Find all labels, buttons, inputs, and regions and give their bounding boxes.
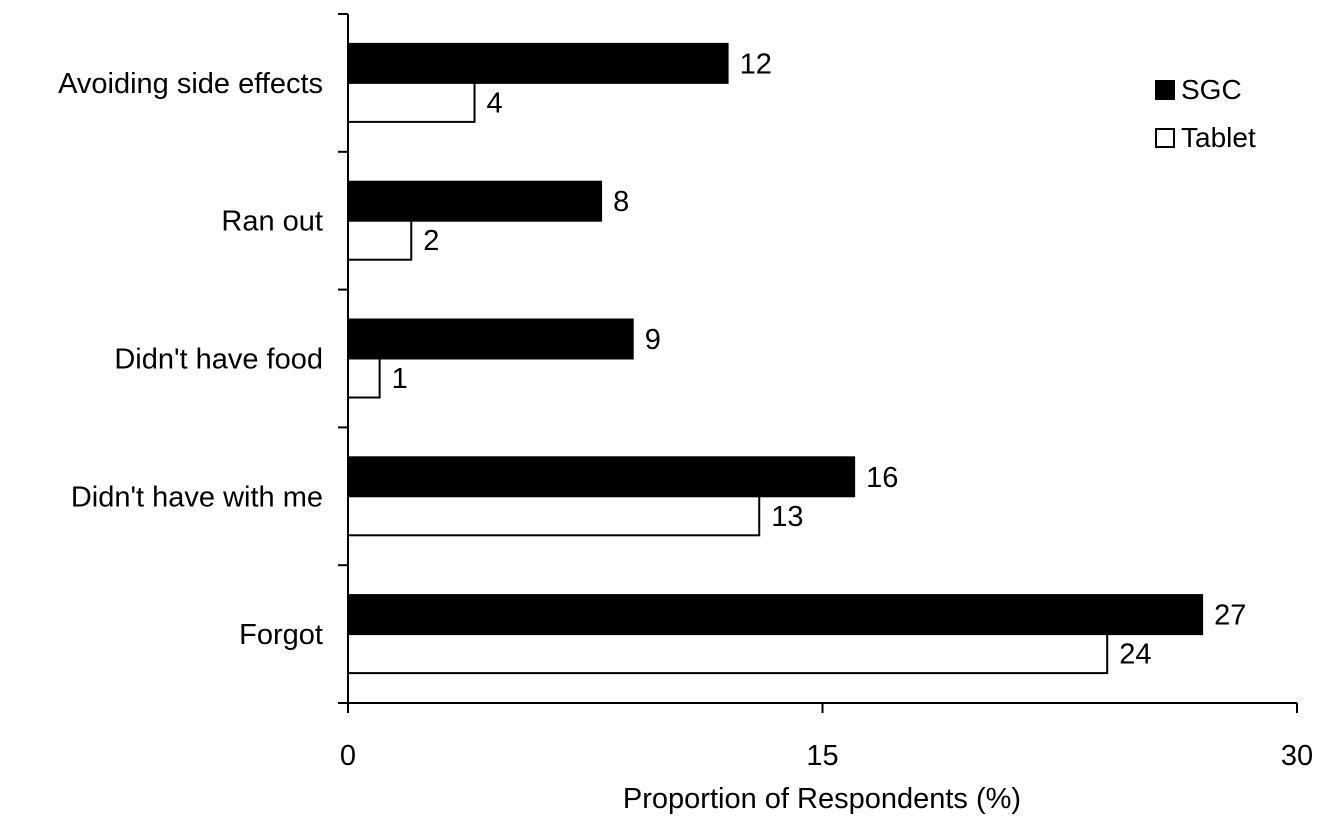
value-label-sgc: 8 xyxy=(613,186,629,218)
bars-group xyxy=(347,42,1204,675)
bar-sgc xyxy=(347,456,856,498)
bar-tablet xyxy=(347,81,476,123)
bar-sgc xyxy=(347,594,1204,636)
value-labels-group: 12 4 8 2 9 1 16 13 27 24 xyxy=(392,48,1247,670)
category-label: Forgot xyxy=(239,619,323,651)
legend-label-sgc: SGC xyxy=(1181,74,1242,105)
value-label-tablet: 24 xyxy=(1119,639,1151,671)
value-label-sgc: 9 xyxy=(645,324,661,356)
legend-swatch-sgc xyxy=(1155,80,1175,100)
bar-tablet xyxy=(347,495,761,537)
legend-item-tablet: Tablet xyxy=(1155,114,1256,162)
value-label-tablet: 1 xyxy=(392,363,408,395)
category-label: Didn't have food xyxy=(114,344,323,376)
value-label-sgc: 16 xyxy=(866,462,898,494)
x-tick-label: 15 xyxy=(806,740,838,772)
bar-sgc xyxy=(347,180,603,222)
legend-swatch-tablet xyxy=(1155,128,1175,148)
bar-sgc xyxy=(347,318,634,360)
axis-ticks-group: 0 15 30 xyxy=(338,13,1313,772)
x-axis-title: Proportion of Respondents (%) xyxy=(623,783,1021,815)
value-label-sgc: 12 xyxy=(740,48,772,80)
value-label-sgc: 27 xyxy=(1214,600,1246,632)
legend-item-sgc: SGC xyxy=(1155,66,1256,114)
value-label-tablet: 4 xyxy=(487,87,503,119)
bar-sgc xyxy=(347,42,729,84)
bar-tablet xyxy=(347,357,381,399)
value-label-tablet: 13 xyxy=(771,501,803,533)
x-tick-label: 30 xyxy=(1281,740,1313,772)
legend: SGC Tablet xyxy=(1155,66,1256,162)
value-label-tablet: 2 xyxy=(423,225,439,257)
category-label: Avoiding side effects xyxy=(58,68,323,100)
bar-tablet xyxy=(347,219,413,261)
category-label: Didn't have with me xyxy=(71,481,323,513)
bar-tablet xyxy=(347,633,1109,675)
category-label: Ran out xyxy=(221,206,323,238)
x-tick-label: 0 xyxy=(340,740,356,772)
legend-label-tablet: Tablet xyxy=(1181,122,1256,153)
category-labels-group: Avoiding side effects Ran out Didn't have … xyxy=(58,68,323,651)
